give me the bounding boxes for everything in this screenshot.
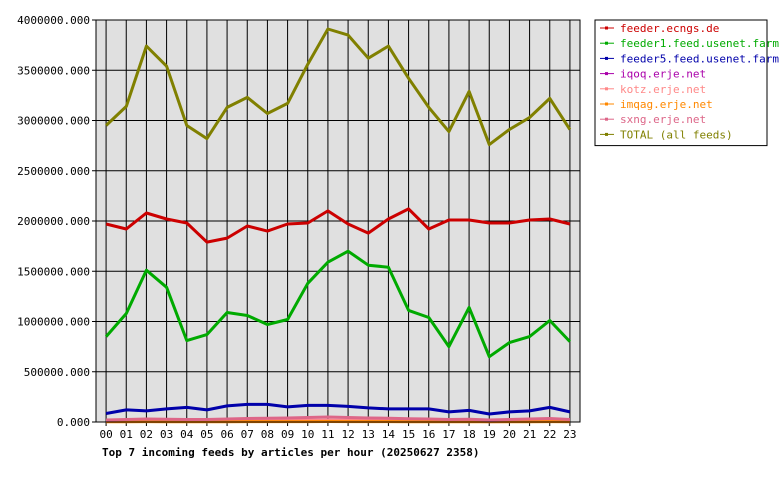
x-tick-label: 12 xyxy=(341,428,354,441)
x-tick-label: 07 xyxy=(241,428,254,441)
legend-marker xyxy=(605,72,608,76)
legend-marker xyxy=(605,56,608,60)
legend-label: imqag.erje.net xyxy=(620,98,713,111)
legend-marker xyxy=(605,41,608,45)
y-tick-label: 0.000 xyxy=(57,416,90,429)
x-axis-ticks: 00 01 02 03 04 05 06 07 08 09 10 11 12 13 14 15 16 17 18 19… xyxy=(99,422,577,441)
x-tick-label: 05 xyxy=(200,428,213,441)
legend-marker xyxy=(605,102,608,106)
x-tick-label: 00 xyxy=(99,428,112,441)
y-tick-label: 3000000.000 xyxy=(17,115,90,128)
x-tick-label: 23 xyxy=(563,428,576,441)
legend-label: sxng.erje.net xyxy=(620,113,706,126)
x-tick-label: 10 xyxy=(301,428,314,441)
y-tick-label: 2000000.000 xyxy=(17,215,90,228)
x-tick-label: 11 xyxy=(321,428,334,441)
legend-box xyxy=(594,19,768,147)
x-tick-label: 15 xyxy=(402,428,415,441)
plot-border xyxy=(95,19,581,423)
x-tick-label: 22 xyxy=(543,428,556,441)
legend-marker xyxy=(605,87,608,91)
x-tick-label: 19 xyxy=(483,428,496,441)
x-tick-label: 16 xyxy=(422,428,435,441)
series-line-6 xyxy=(106,415,570,422)
y-tick-label: 4000000.000 xyxy=(17,14,90,27)
legend-label: feeder1.feed.usenet.farm xyxy=(620,37,779,50)
legend-marker xyxy=(605,117,608,121)
y-axis-ticks: 0.000 500000.000 1000000.000 1500000.000 200… xyxy=(17,14,96,429)
x-tick-label: 08 xyxy=(261,428,274,441)
legend-label: TOTAL (all feeds) xyxy=(620,128,733,141)
legend-label: feeder.ecngs.de xyxy=(620,22,719,35)
y-tick-label: 3500000.000 xyxy=(17,64,90,77)
x-tick-label: 03 xyxy=(160,428,173,441)
x-tick-label: 17 xyxy=(442,428,455,441)
series-line-7 xyxy=(105,27,572,147)
series-line-2 xyxy=(105,402,571,416)
y-tick-label: 500000.000 xyxy=(24,366,90,379)
legend-marker xyxy=(605,132,608,136)
chart-title: Top 7 incoming feeds by articles per hou… xyxy=(102,446,480,459)
x-tick-label: 06 xyxy=(220,428,233,441)
x-tick-label: 02 xyxy=(140,428,153,441)
x-tick-label: 18 xyxy=(462,428,475,441)
x-tick-label: 04 xyxy=(180,428,194,441)
legend: feeder.ecngs.de feeder1.feed.usenet.farm f… xyxy=(594,19,779,147)
series-line-0 xyxy=(105,207,571,244)
legend-label: feeder5.feed.usenet.farm xyxy=(620,52,779,65)
x-tick-label: 13 xyxy=(362,428,375,441)
x-tick-label: 01 xyxy=(120,428,133,441)
y-tick-label: 1500000.000 xyxy=(17,265,90,278)
legend-label: iqoq.erje.net xyxy=(620,68,706,81)
x-tick-label: 14 xyxy=(382,428,396,441)
legend-marker xyxy=(605,26,608,30)
x-tick-label: 20 xyxy=(503,428,516,441)
series-line-1 xyxy=(104,249,571,359)
x-tick-label: 09 xyxy=(281,428,294,441)
legend-label: kotz.erje.net xyxy=(620,83,706,96)
x-tick-label: 21 xyxy=(523,428,536,441)
y-tick-label: 1000000.000 xyxy=(17,316,90,329)
y-tick-label: 2500000.000 xyxy=(17,165,90,178)
